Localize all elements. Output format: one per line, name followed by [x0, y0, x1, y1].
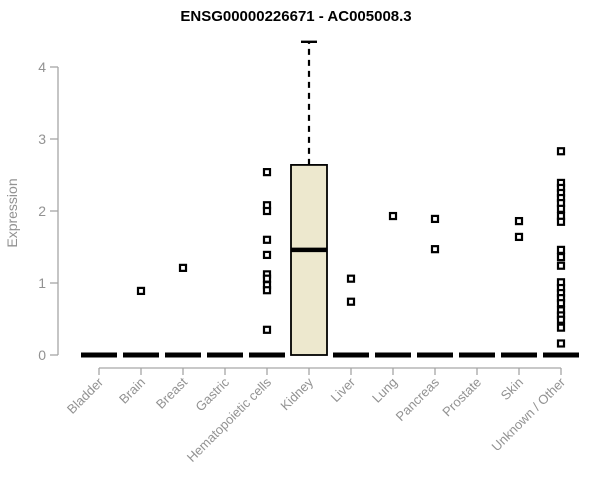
x-category-label: Breast [153, 374, 190, 411]
outlier-point [430, 245, 440, 254]
y-tick-label: 3 [38, 131, 46, 147]
zero-box-bladder [81, 352, 117, 358]
outlier-point [556, 217, 566, 226]
x-category-label: Bladder [64, 374, 107, 417]
outlier-point [346, 297, 356, 306]
outlier-point [262, 206, 272, 216]
x-category-label: Brain [116, 375, 148, 407]
x-category-label: Lung [369, 375, 400, 406]
outlier-point [556, 323, 566, 332]
outlier-point [262, 286, 272, 295]
outlier-point [556, 147, 566, 156]
x-category-label: Gastric [192, 374, 232, 414]
y-tick-label: 2 [38, 203, 46, 219]
outlier-point [178, 263, 188, 272]
outlier-point [514, 232, 524, 242]
zero-box-skin [501, 352, 537, 358]
zero-box-brain [123, 352, 159, 358]
zero-box-unknown-other [543, 352, 579, 358]
zero-box-lung [375, 352, 411, 358]
outlier-point [430, 214, 440, 224]
outlier-point [556, 339, 566, 348]
x-category-label: Prostate [439, 375, 484, 420]
zero-box-liver [333, 352, 369, 358]
zero-box-breast [165, 352, 201, 358]
zero-box-hematopoietic-cells [249, 352, 285, 358]
outlier-point [556, 261, 566, 270]
zero-box-pancreas [417, 352, 453, 358]
outlier-point [388, 211, 398, 221]
outlier-point [556, 315, 566, 324]
outlier-point [514, 216, 524, 226]
outlier-point [346, 274, 356, 283]
outlier-point [262, 274, 272, 283]
x-category-label: Unknown / Other [489, 374, 569, 454]
zero-box-gastric [207, 352, 243, 358]
chart-title: ENSG00000226671 - AC005008.3 [180, 8, 412, 25]
outlier-point [262, 250, 272, 260]
x-category-label: Pancreas [393, 374, 443, 424]
outlier-point [262, 325, 272, 334]
x-category-label: Kidney [277, 374, 316, 413]
outlier-point [556, 245, 566, 254]
y-tick-label: 0 [38, 347, 46, 363]
outlier-point [556, 299, 566, 308]
y-tick-label: 4 [38, 59, 46, 75]
outlier-point [136, 286, 146, 296]
box-kidney [290, 164, 328, 356]
outlier-point [262, 168, 272, 177]
zero-box-prostate [459, 352, 495, 358]
y-tick-label: 1 [38, 275, 46, 291]
x-category-label: Skin [498, 375, 526, 403]
outlier-point [556, 252, 566, 262]
x-category-label: Liver [328, 374, 359, 405]
outlier-point [556, 204, 566, 213]
outlier-point [262, 235, 272, 244]
